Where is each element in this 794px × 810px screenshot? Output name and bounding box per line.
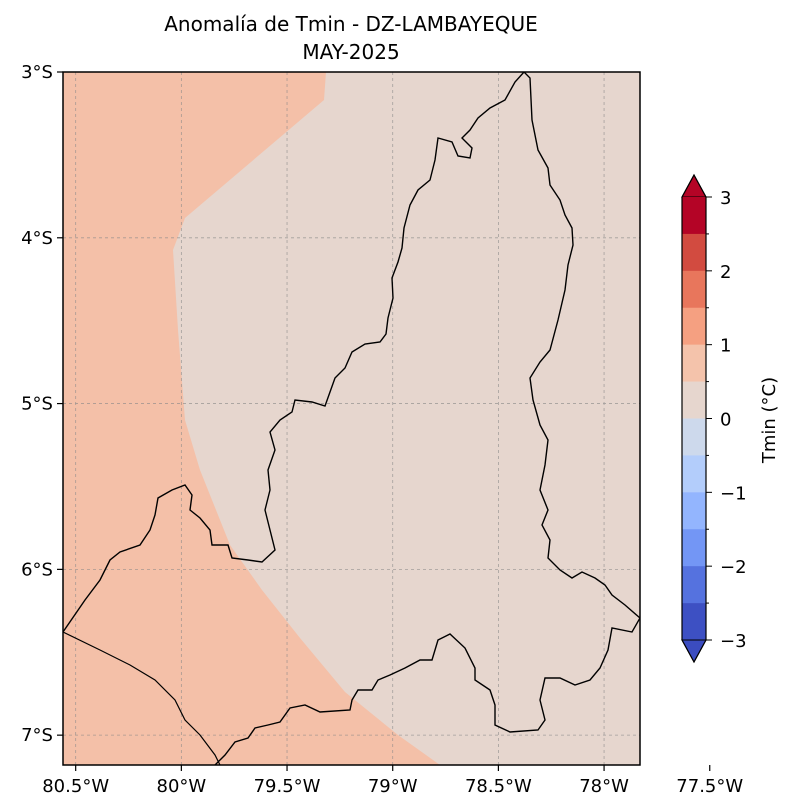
colorbar-segment	[682, 418, 706, 456]
lat-tick-label: 3°S	[21, 62, 53, 83]
lon-tick-label: 79°W	[368, 776, 418, 797]
longitude-axis: 80.5°W 80°W 79.5°W 79°W 78.5°W 78°W 77.5°W	[42, 765, 743, 797]
lon-tick-label: 79.5°W	[254, 776, 321, 797]
lat-tick-label: 4°S	[21, 228, 53, 249]
colorbar-segment	[682, 529, 706, 567]
colorbar-segment	[682, 197, 706, 235]
lat-tick-label: 7°S	[21, 725, 53, 746]
lat-tick-label: 5°S	[21, 394, 53, 415]
colorbar-segment	[682, 270, 706, 309]
colorbar-tick-label: −1	[720, 483, 747, 504]
lat-tick-label: 6°S	[21, 559, 53, 580]
colorbar-tick-label: −2	[720, 557, 747, 578]
lon-tick-label: 78°W	[579, 776, 629, 797]
colorbar-segment	[682, 566, 706, 604]
colorbar-tick-label: 1	[720, 336, 731, 357]
colorbar	[681, 173, 707, 664]
colorbar-segment	[682, 492, 706, 530]
colorbar-segment	[682, 381, 706, 419]
colorbar-tick-label: 0	[720, 410, 731, 431]
gridlines	[63, 72, 640, 765]
colorbar-segment	[682, 603, 706, 641]
map-frame	[62, 71, 641, 766]
colorbar-tick-label: 3	[720, 188, 731, 209]
latitude-axis: 3°S 4°S 5°S 6°S 7°S	[21, 62, 63, 746]
lon-tick-label: 78.5°W	[465, 776, 532, 797]
colorbar-segment	[682, 307, 706, 345]
colorbar-segment	[682, 344, 706, 382]
lon-tick-label: 80°W	[157, 776, 207, 797]
colorbar-tick-label: 2	[720, 262, 731, 283]
lon-tick-label: 77.5°W	[676, 776, 743, 797]
coastline	[63, 631, 221, 765]
lambayeque-boundary	[214, 72, 640, 765]
colorbar-min-extension	[681, 639, 707, 664]
colorbar-segment	[682, 233, 706, 272]
map-plot-area	[63, 72, 640, 765]
lon-tick-label: 80.5°W	[42, 776, 109, 797]
lambayeque-west-boundary	[63, 72, 525, 633]
colorbar-segment	[682, 455, 706, 493]
colorbar-tick-label: −3	[720, 631, 747, 652]
map-subtitle: MAY-2025	[302, 40, 400, 64]
colorbar-ticks: 3 2 1 0 −1 −2 −3	[706, 188, 747, 652]
map-title: Anomalía de Tmin - DZ-LAMBAYEQUE	[164, 12, 538, 36]
colorbar-max-extension	[681, 173, 707, 198]
warm-anomaly-area	[63, 72, 440, 765]
colorbar-label: Tmin (°C)	[759, 377, 780, 464]
